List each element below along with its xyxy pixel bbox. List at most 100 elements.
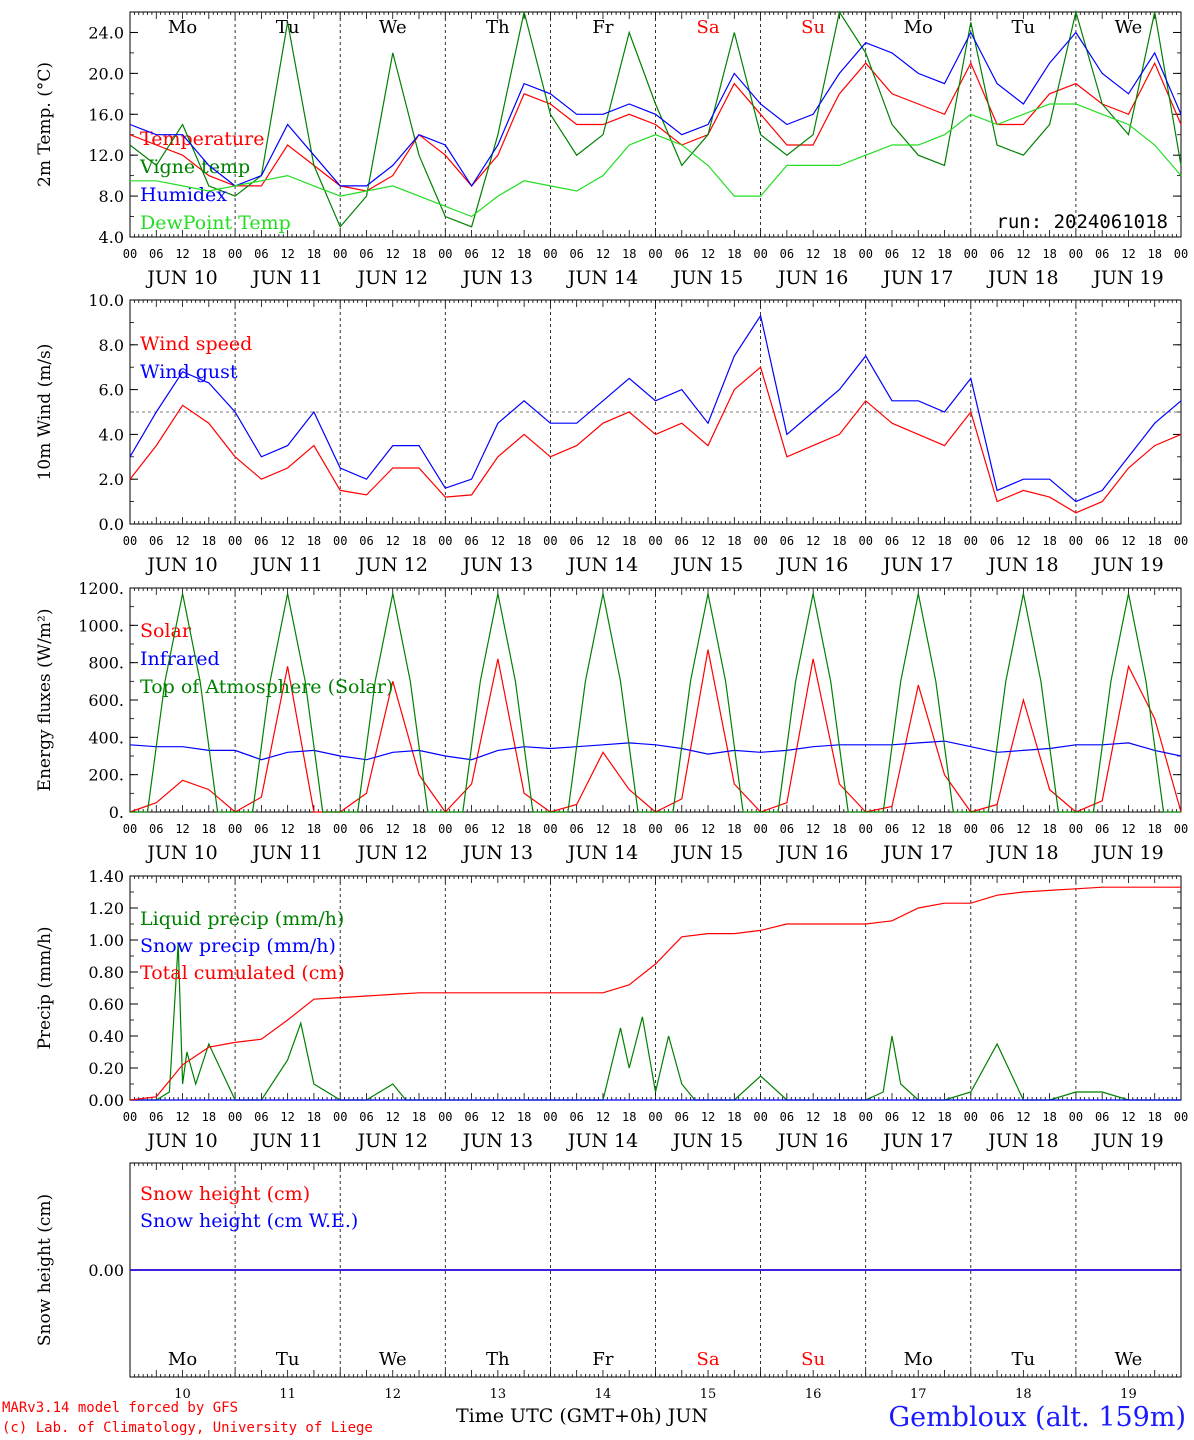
hour-tick-label: 18 (832, 247, 846, 261)
legend-snowwe: Snow height (cm W.E.) (140, 1210, 358, 1232)
series-line-humidex (129, 31, 1182, 188)
hour-tick-label: 18 (727, 1110, 741, 1124)
y-axis-label: Energy fluxes (W/m²) (35, 609, 55, 792)
y-tick-label: 0.0 (99, 515, 124, 534)
hour-tick-label: 18 (307, 1110, 321, 1124)
day-label: JUN 14 (566, 1130, 638, 1152)
hour-tick-label: 12 (596, 1110, 610, 1124)
weekday-label-bottom: Tu (276, 1349, 300, 1370)
hour-tick-label: 06 (569, 1110, 583, 1124)
hour-tick-label: 18 (412, 822, 426, 836)
y-tick-label: 0.80 (88, 963, 124, 982)
hour-tick-label: 00 (123, 822, 137, 836)
y-tick-label: 0.20 (88, 1059, 124, 1078)
y-tick-label: 0.00 (88, 1091, 124, 1110)
weekday-label-bottom: Sa (697, 1349, 720, 1370)
hour-tick-label: 12 (386, 822, 400, 836)
hour-tick-label: 06 (569, 534, 583, 548)
hour-tick-label: 18 (517, 1110, 531, 1124)
hour-tick-label: 12 (806, 534, 820, 548)
hour-tick-label: 12 (701, 1110, 715, 1124)
legend-vigne: Vigne temp (139, 156, 250, 178)
hour-tick-label: 00 (438, 534, 452, 548)
hour-tick-label: 06 (885, 534, 899, 548)
y-tick-label: 8.0 (99, 336, 124, 355)
hour-tick-label: 12 (911, 1110, 925, 1124)
day-number-label: 17 (910, 1387, 927, 1402)
hour-tick-label: 12 (911, 822, 925, 836)
hour-tick-label: 00 (228, 1110, 242, 1124)
legend-humidex: Humidex (140, 184, 227, 206)
hour-tick-label: 12 (701, 247, 715, 261)
weekday-label-bottom: Su (801, 1349, 825, 1370)
day-label: JUN 18 (986, 267, 1058, 289)
hour-tick-label: 06 (464, 247, 478, 261)
hour-tick-label: 06 (990, 247, 1004, 261)
day-label: JUN 11 (250, 267, 322, 289)
y-axis-label: 2m Temp. (°C) (35, 62, 55, 187)
hour-tick-label: 00 (858, 1110, 872, 1124)
day-label: JUN 16 (776, 267, 848, 289)
day-label: JUN 19 (1091, 267, 1163, 289)
hour-tick-label: 00 (1069, 247, 1083, 261)
legend-dewpoint: DewPoint Temp (140, 212, 291, 234)
day-number-label: 15 (700, 1387, 717, 1402)
hour-tick-label: 18 (412, 247, 426, 261)
hour-tick-label: 06 (464, 534, 478, 548)
station-name: Gembloux (alt. 159m) (888, 1402, 1186, 1433)
hour-tick-label: 06 (254, 1110, 268, 1124)
y-tick-label: 10.0 (88, 291, 124, 310)
hour-tick-label: 00 (123, 247, 137, 261)
hour-tick-label: 00 (1069, 1110, 1083, 1124)
hour-tick-label: 18 (1147, 1110, 1161, 1124)
hour-tick-label: 12 (1121, 247, 1135, 261)
hour-tick-label: 06 (254, 534, 268, 548)
y-tick-label: 20.0 (88, 64, 124, 83)
hour-tick-label: 18 (1042, 1110, 1056, 1124)
hour-tick-label: 18 (832, 534, 846, 548)
hour-tick-label: 00 (123, 1110, 137, 1124)
hour-tick-label: 18 (622, 247, 636, 261)
day-label: JUN 10 (145, 554, 217, 576)
y-tick-label: 2.0 (99, 470, 124, 489)
day-label: JUN 16 (776, 1130, 848, 1152)
day-label: JUN 18 (986, 1130, 1058, 1152)
hour-tick-label: 18 (622, 822, 636, 836)
lab-credit: (c) Lab. of Climatology, University of L… (2, 1420, 373, 1436)
day-label: JUN 13 (461, 1130, 533, 1152)
hour-tick-label: 18 (307, 247, 321, 261)
hour-tick-label: 00 (964, 1110, 978, 1124)
hour-tick-label: 18 (937, 822, 951, 836)
legend-snowh: Snow height (cm) (140, 1183, 310, 1205)
y-tick-label: 0.00 (88, 1261, 124, 1280)
y-tick-label: 0.40 (88, 1027, 124, 1046)
hour-tick-label: 18 (412, 534, 426, 548)
y-axis-label: Precip (mm/h) (35, 926, 55, 1049)
hour-tick-label: 06 (885, 822, 899, 836)
hour-tick-label: 12 (1016, 534, 1030, 548)
hour-tick-label: 06 (1095, 534, 1109, 548)
hour-tick-label: 12 (491, 534, 505, 548)
hour-tick-label: 00 (1174, 822, 1188, 836)
day-label: JUN 18 (986, 842, 1058, 864)
hour-tick-label: 06 (675, 247, 689, 261)
y-tick-label: 8.0 (99, 187, 124, 206)
hour-tick-label: 00 (648, 1110, 662, 1124)
day-label: JUN 17 (881, 1130, 953, 1152)
day-label: JUN 11 (250, 1130, 322, 1152)
day-label: JUN 19 (1091, 554, 1163, 576)
hour-tick-label: 18 (517, 247, 531, 261)
day-label: JUN 13 (461, 554, 533, 576)
hour-tick-label: 12 (596, 822, 610, 836)
day-label: JUN 11 (250, 554, 322, 576)
x-axis-title: Time UTC (GMT+0h) JUN (456, 1405, 708, 1427)
day-label: JUN 12 (356, 1130, 428, 1152)
hour-tick-label: 00 (648, 534, 662, 548)
hour-tick-label: 12 (280, 534, 294, 548)
day-number-label: 16 (805, 1387, 822, 1402)
hour-tick-label: 18 (1147, 534, 1161, 548)
y-tick-label: 6.0 (99, 381, 124, 400)
hour-tick-label: 00 (1174, 1110, 1188, 1124)
hour-tick-label: 00 (753, 247, 767, 261)
